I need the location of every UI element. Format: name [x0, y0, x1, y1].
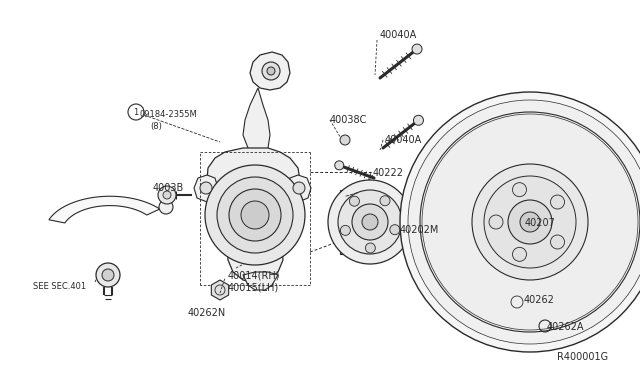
Circle shape	[293, 182, 305, 194]
Text: 40015(LH): 40015(LH)	[228, 282, 279, 292]
Circle shape	[102, 269, 114, 281]
Circle shape	[205, 165, 305, 265]
Text: 09184-2355M: 09184-2355M	[140, 110, 198, 119]
Polygon shape	[243, 272, 278, 290]
Polygon shape	[207, 148, 300, 283]
Circle shape	[550, 195, 564, 209]
Text: 40207: 40207	[525, 218, 556, 228]
Text: 40202M: 40202M	[400, 225, 440, 235]
Polygon shape	[243, 88, 270, 153]
Text: 40262N: 40262N	[188, 308, 227, 318]
Circle shape	[472, 164, 588, 280]
Circle shape	[520, 212, 540, 232]
Circle shape	[159, 200, 173, 214]
Circle shape	[340, 225, 350, 235]
Polygon shape	[340, 190, 348, 254]
Circle shape	[413, 115, 424, 125]
Circle shape	[380, 196, 390, 206]
Circle shape	[408, 100, 640, 344]
Circle shape	[96, 263, 120, 287]
Circle shape	[451, 215, 465, 229]
Polygon shape	[49, 196, 160, 223]
Circle shape	[420, 112, 640, 332]
Polygon shape	[194, 175, 218, 202]
Text: R400001G: R400001G	[557, 352, 608, 362]
Circle shape	[262, 62, 280, 80]
Circle shape	[158, 186, 176, 204]
Circle shape	[484, 176, 576, 268]
Text: 1: 1	[133, 108, 139, 116]
Circle shape	[422, 114, 638, 330]
Polygon shape	[287, 175, 311, 202]
Text: (8): (8)	[150, 122, 162, 131]
Circle shape	[241, 201, 269, 229]
Polygon shape	[250, 52, 290, 90]
Circle shape	[352, 204, 388, 240]
Circle shape	[335, 161, 344, 170]
Circle shape	[349, 196, 360, 206]
Text: 4003B: 4003B	[153, 183, 184, 193]
Circle shape	[513, 247, 527, 262]
Circle shape	[217, 177, 293, 253]
Text: SEE SEC.401: SEE SEC.401	[33, 282, 86, 291]
Circle shape	[200, 182, 212, 194]
Circle shape	[412, 44, 422, 54]
Text: 40262: 40262	[524, 295, 555, 305]
Circle shape	[489, 215, 503, 229]
Circle shape	[328, 180, 412, 264]
Circle shape	[365, 243, 376, 253]
Text: 40222: 40222	[373, 168, 404, 178]
Circle shape	[390, 225, 400, 235]
Text: 40014(RH): 40014(RH)	[228, 270, 280, 280]
Text: 40262A: 40262A	[547, 322, 584, 332]
Circle shape	[338, 190, 402, 254]
Circle shape	[267, 67, 275, 75]
Circle shape	[508, 200, 552, 244]
Circle shape	[340, 135, 350, 145]
Text: 40040A: 40040A	[380, 30, 417, 40]
Polygon shape	[507, 290, 527, 314]
Circle shape	[229, 189, 281, 241]
Circle shape	[513, 183, 527, 197]
Polygon shape	[211, 280, 228, 300]
Circle shape	[362, 214, 378, 230]
Text: 40040A: 40040A	[385, 135, 422, 145]
Circle shape	[400, 92, 640, 352]
Text: 40038C: 40038C	[330, 115, 367, 125]
Circle shape	[550, 235, 564, 249]
Circle shape	[163, 191, 171, 199]
